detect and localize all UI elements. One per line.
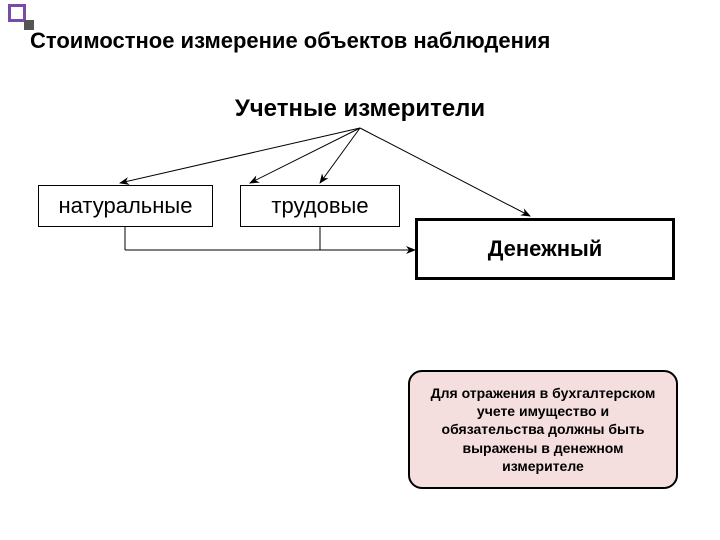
slide-title: Стоимостное измерение объектов наблюдени…: [30, 28, 550, 54]
node-labor: трудовые: [240, 185, 400, 227]
node-monetary: Денежный: [415, 218, 675, 280]
node-natural: натуральные: [38, 185, 213, 227]
callout-note: Для отражения в бухгалтерском учете имущ…: [408, 370, 678, 489]
node-natural-label: натуральные: [59, 193, 193, 219]
node-monetary-label: Денежный: [488, 236, 603, 262]
subtitle: Учетные измерители: [0, 95, 720, 123]
callout-text: Для отражения в бухгалтерском учете имущ…: [431, 385, 656, 474]
node-labor-label: трудовые: [271, 193, 368, 219]
